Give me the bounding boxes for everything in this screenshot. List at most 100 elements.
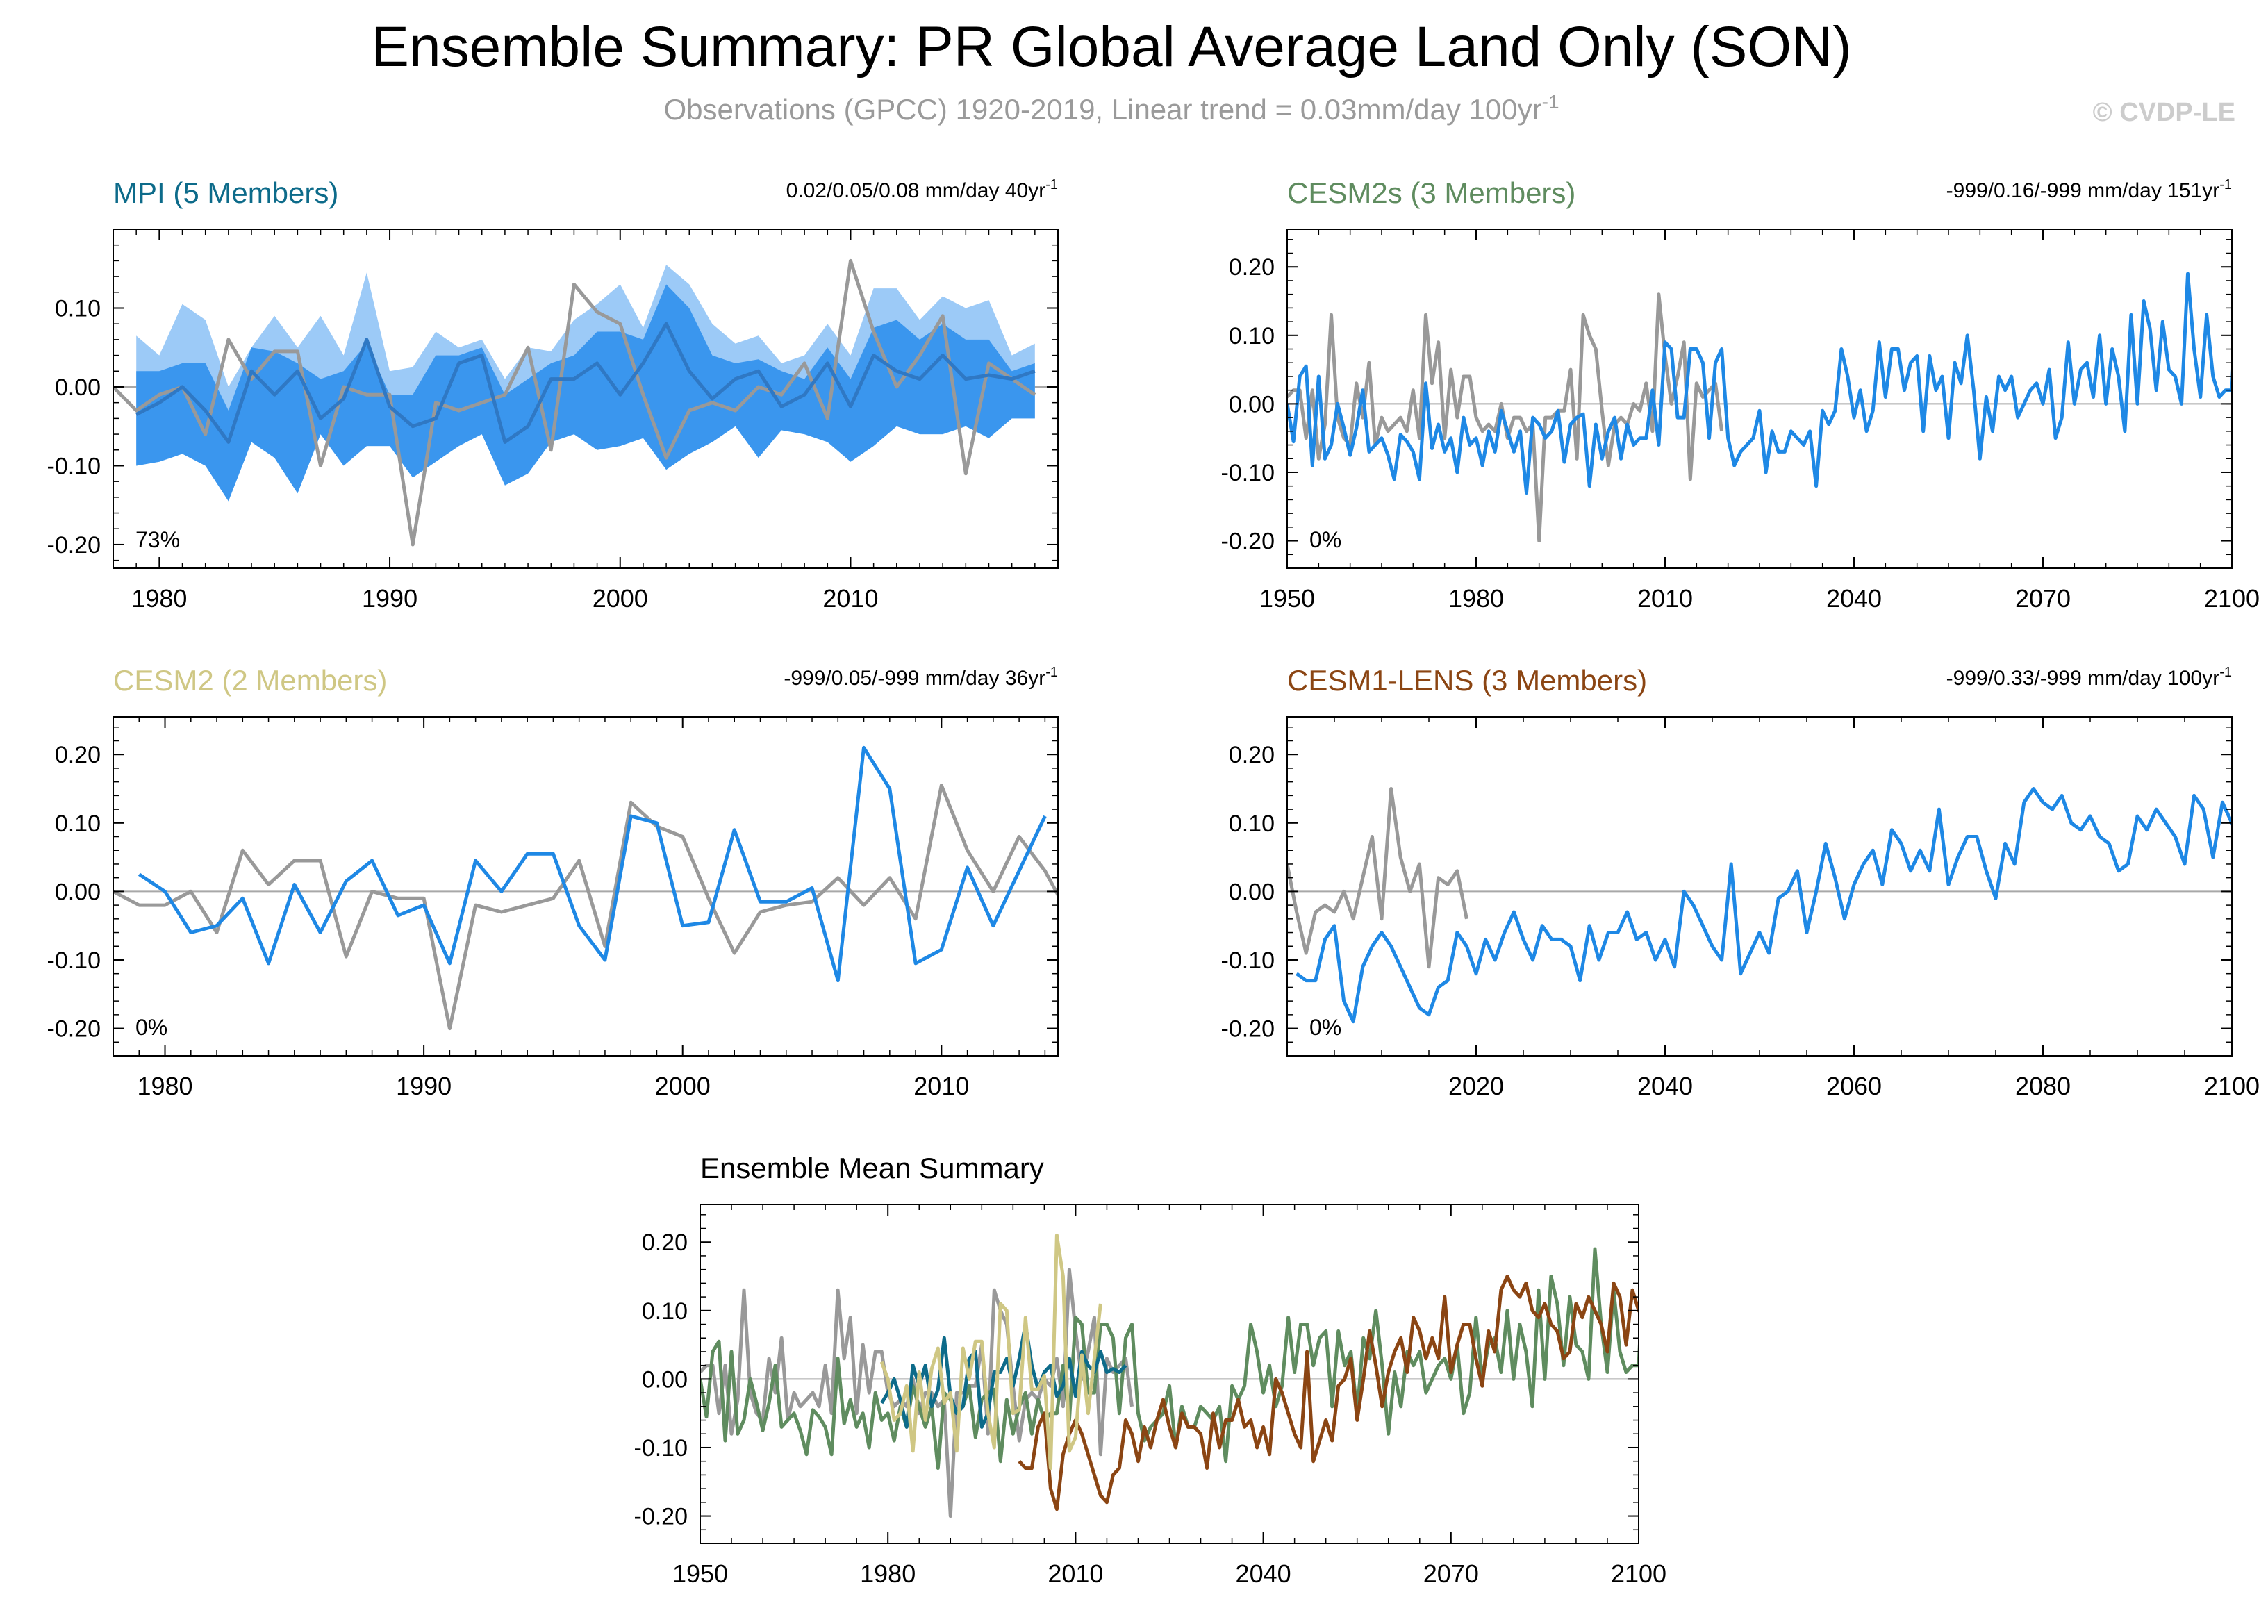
cesm1-obs-line: [1287, 787, 1468, 969]
summary-x-tick-label: 1980: [860, 1559, 916, 1588]
cesm2s-plot-area: [1287, 272, 2232, 543]
summary-plot-area: [700, 1233, 1639, 1518]
summary-panel: Ensemble Mean Summary 0.20 0.10 0.00 -0.10 -0…: [634, 1152, 1667, 1588]
mpi-frame: [113, 229, 1059, 569]
cesm2s-ensemble-mean-line: [1287, 272, 2232, 495]
cesm2s-y-tick-label: 0.20: [1229, 254, 1275, 281]
mpi-ensemble-mean-line: [135, 322, 1036, 444]
cesm2-plot-area: [113, 745, 1058, 1031]
mpi-trend-sup: -1: [1045, 177, 1058, 192]
mpi-percent-label: 73%: [135, 527, 180, 552]
cesm1-y-tick-label: 0.20: [1229, 742, 1275, 768]
cesm1-plot-area: [1287, 787, 2232, 1024]
cesm1-x-tick-label: 2040: [1637, 1072, 1693, 1100]
summary-cesm2-line: [879, 1233, 1102, 1470]
cesm2-x-tick-label: 1980: [137, 1072, 192, 1100]
mpi-title: MPI (5 Members): [113, 176, 338, 209]
mpi-trend-text: 0.02/0.05/0.08 mm/day 40yr-1: [786, 177, 1058, 202]
cesm2-y-tick-label: 0.00: [55, 879, 101, 905]
cesm2s-panel: CESM2s (3 Members) -999/0.16/-999 mm/day …: [1221, 176, 2260, 613]
mpi-y-tick-label: -0.10: [47, 453, 101, 479]
figure-credit: © CVDP-LE: [2093, 98, 2235, 127]
cesm2-frame: [113, 716, 1059, 1057]
cesm2-y-tick-label: -0.20: [47, 1016, 101, 1043]
mpi-y-tick-label: 0.10: [55, 295, 101, 322]
figure-subtitle-text: Observations (GPCC) 1920-2019, Linear tr…: [663, 93, 1541, 126]
cesm2s-y-tick-label: -0.20: [1221, 529, 1275, 555]
summary-x-tick-label: 2010: [1048, 1559, 1103, 1588]
cesm1-x-tick-label: 2020: [1448, 1072, 1504, 1100]
summary-title: Ensemble Mean Summary: [700, 1152, 1044, 1184]
mpi-panel: MPI (5 Members) 0.02/0.05/0.08 mm/day 40y…: [47, 176, 1059, 613]
summary-x-tick-label: 2070: [1423, 1559, 1479, 1588]
figure-subtitle-sup: -1: [1542, 91, 1559, 113]
cesm1-ensemble-mean-line: [1296, 787, 2232, 1024]
cesm2s-x-tick-label: 1950: [1259, 584, 1315, 613]
summary-mpi-line: [880, 1323, 1127, 1429]
cesm1-y-tick-label: -0.20: [1221, 1016, 1275, 1043]
cesm1-y-tick-label: 0.10: [1229, 811, 1275, 837]
figure-subtitle: Observations (GPCC) 1920-2019, Linear tr…: [663, 91, 1559, 126]
cesm2-ensemble-mean-line: [138, 745, 1047, 983]
summary-y-tick-label: -0.10: [634, 1435, 688, 1461]
cesm2-percent-label: 0%: [135, 1015, 167, 1040]
cesm1-trend-text: -999/0.33/-999 mm/day 100yr-1: [1946, 665, 2232, 690]
cesm2-x-tick-label: 1990: [396, 1072, 452, 1100]
mpi-spread-inner: [136, 284, 1035, 502]
cesm2-y-tick-label: 0.20: [55, 742, 101, 768]
mpi-obs-line: [113, 258, 1036, 547]
summary-y-tick-label: 0.20: [642, 1229, 688, 1256]
cesm1-y-tick-label: 0.00: [1229, 879, 1275, 905]
cesm1-x-tick-label: 2100: [2204, 1072, 2260, 1100]
cesm2s-trend-sup: -1: [2219, 177, 2232, 192]
cesm1-trend-value: -999/0.33/-999 mm/day 100yr: [1946, 667, 2220, 690]
cesm2s-x-tick-label: 2070: [2015, 584, 2071, 613]
cesm2-trend-value: -999/0.05/-999 mm/day 36yr: [784, 667, 1045, 690]
cesm2-panel: CESM2 (2 Members) -999/0.05/-999 mm/day 3…: [47, 664, 1059, 1100]
cesm2s-x-tick-label: 2010: [1637, 584, 1693, 613]
cesm2-trend-sup: -1: [1045, 665, 1058, 680]
cesm2-trend-text: -999/0.05/-999 mm/day 36yr-1: [784, 665, 1058, 690]
cesm1-percent-label: 0%: [1309, 1015, 1341, 1040]
cesm2-obs-line: [113, 784, 1058, 1031]
cesm2-y-tick-label: -0.10: [47, 947, 101, 974]
summary-y-tick-label: 0.10: [642, 1298, 688, 1325]
mpi-trend-value: 0.02/0.05/0.08 mm/day 40yr: [786, 179, 1046, 202]
cesm1-x-tick-label: 2080: [2015, 1072, 2071, 1100]
panels: MPI (5 Members) 0.02/0.05/0.08 mm/day 40y…: [47, 176, 2260, 1588]
mpi-x-tick-label: 2000: [593, 584, 648, 613]
summary-cesm1-line: [1018, 1275, 1639, 1511]
cesm2s-percent-label: 0%: [1309, 527, 1341, 552]
cesm2-title: CESM2 (2 Members): [113, 664, 387, 697]
cesm2s-y-tick-label: 0.10: [1229, 323, 1275, 349]
mpi-plot-area: [113, 258, 1036, 547]
mpi-y-tick-label: 0.00: [55, 374, 101, 401]
cesm1-trend-sup: -1: [2219, 665, 2232, 680]
cesm2s-y-tick-label: -0.10: [1221, 460, 1275, 486]
cesm2s-x-tick-label: 2100: [2204, 584, 2260, 613]
cesm2-x-tick-label: 2000: [655, 1072, 711, 1100]
cesm1-y-tick-label: -0.10: [1221, 947, 1275, 974]
cesm2s-y-tick-label: 0.00: [1229, 391, 1275, 417]
summary-cesm2s-line: [700, 1247, 1639, 1470]
summary-y-tick-label: 0.00: [642, 1366, 688, 1393]
mpi-x-tick-label: 1990: [362, 584, 417, 613]
cesm2s-x-tick-label: 1980: [1448, 584, 1504, 613]
cesm1-title: CESM1-LENS (3 Members): [1287, 664, 1647, 697]
cesm2s-trend-text: -999/0.16/-999 mm/day 151yr-1: [1946, 177, 2232, 202]
cesm2-y-tick-label: 0.10: [55, 811, 101, 837]
cesm1-panel: CESM1-LENS (3 Members) -999/0.33/-999 mm/…: [1221, 664, 2260, 1100]
summary-x-tick-label: 2040: [1236, 1559, 1291, 1588]
summary-x-tick-label: 2100: [1611, 1559, 1666, 1588]
mpi-x-tick-label: 1980: [131, 584, 187, 613]
figure-title: Ensemble Summary: PR Global Average Land…: [371, 15, 1851, 78]
cesm1-frame: [1286, 716, 2233, 1057]
cesm2s-x-tick-label: 2040: [1826, 584, 1882, 613]
cesm2-x-tick-label: 2010: [913, 1072, 969, 1100]
mpi-x-tick-label: 2010: [822, 584, 878, 613]
cesm2s-trend-value: -999/0.16/-999 mm/day 151yr: [1946, 179, 2220, 202]
summary-y-tick-label: -0.20: [634, 1504, 688, 1530]
cesm2s-title: CESM2s (3 Members): [1287, 176, 1575, 209]
cesm1-x-tick-label: 2060: [1826, 1072, 1882, 1100]
